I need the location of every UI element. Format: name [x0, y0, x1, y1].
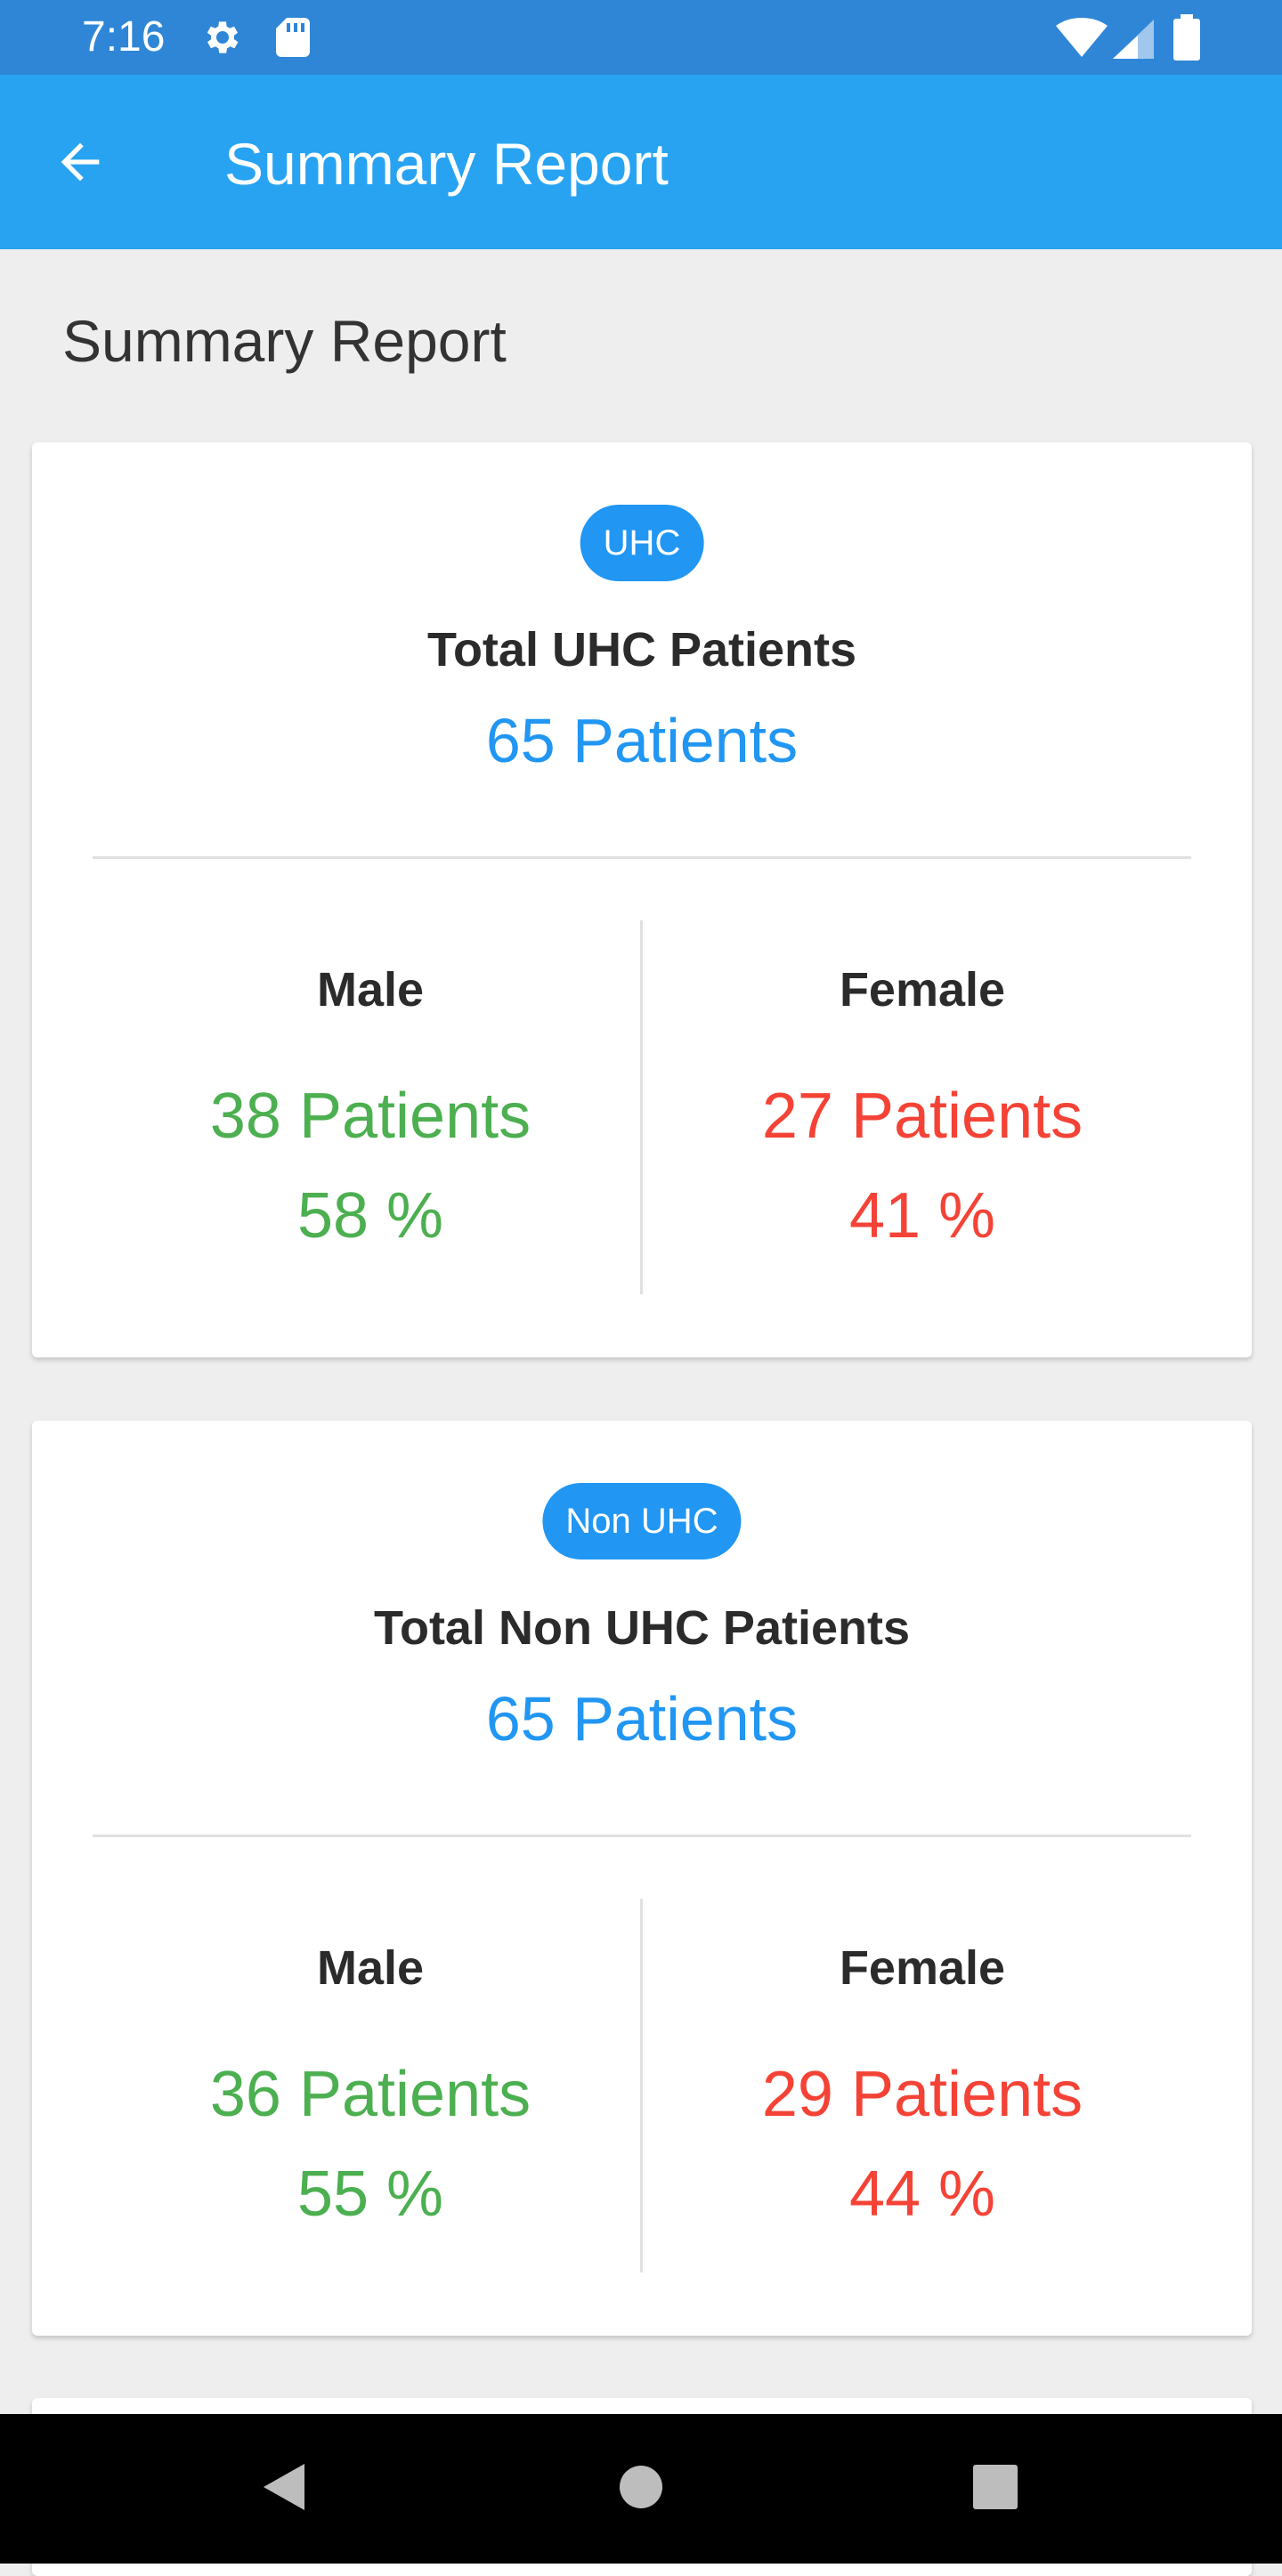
category-badge: Non UHC [542, 1483, 742, 1559]
male-column: Male 36 Patients 55 % [103, 1937, 637, 2234]
system-navigation-bar [0, 2414, 1282, 2564]
male-column: Male 38 Patients 58 % [103, 959, 637, 1256]
app-bar: Summary Report [0, 75, 1282, 249]
app-bar-title: Summary Report [224, 131, 669, 197]
total-label: Total Non UHC Patients [373, 1601, 910, 1655]
female-percent: 41 % [848, 1180, 996, 1252]
female-label: Female [839, 963, 1006, 1017]
female-count: 29 Patients [761, 2059, 1083, 2130]
total-value: 65 Patients [485, 1684, 799, 1754]
nav-back-button[interactable] [247, 2453, 319, 2524]
non-uhc-summary-card: Non UHC Total Non UHC Patients 65 Patien… [32, 1421, 1252, 2336]
status-bar: 7:16 [0, 0, 1282, 75]
total-label: Total UHC Patients [426, 623, 857, 676]
male-count: 36 Patients [209, 2059, 531, 2130]
arrow-back-icon [52, 134, 109, 195]
male-count: 38 Patients [209, 1081, 531, 1152]
home-circle-icon [619, 2465, 663, 2514]
category-badge: UHC [580, 505, 704, 581]
male-label: Male [316, 1941, 425, 1995]
signal-icon [1113, 20, 1154, 63]
recents-square-icon [972, 2464, 1018, 2515]
wifi-icon [1056, 18, 1108, 63]
female-column: Female 29 Patients 44 % [655, 1937, 1189, 2234]
battery-icon [1173, 14, 1200, 65]
column-divider [640, 920, 643, 1294]
female-count: 27 Patients [761, 1081, 1083, 1152]
nav-recents-button[interactable] [960, 2453, 1031, 2524]
gear-icon [201, 16, 244, 63]
uhc-summary-card: UHC Total UHC Patients 65 Patients Male … [32, 442, 1252, 1357]
female-label: Female [839, 1941, 1006, 1995]
total-value: 65 Patients [485, 706, 799, 775]
male-percent: 58 % [296, 1180, 444, 1252]
nav-home-button[interactable] [605, 2453, 677, 2524]
back-button[interactable] [36, 119, 125, 208]
female-column: Female 27 Patients 41 % [655, 959, 1189, 1256]
status-time: 7:16 [82, 13, 166, 61]
male-label: Male [316, 963, 425, 1017]
female-percent: 44 % [848, 2159, 996, 2230]
sd-card-icon [274, 16, 312, 63]
page-heading: Summary Report [62, 308, 507, 374]
male-percent: 55 % [296, 2159, 444, 2230]
column-divider [640, 1899, 643, 2272]
divider [93, 1835, 1191, 1837]
back-triangle-icon [258, 2460, 308, 2518]
divider [93, 856, 1191, 859]
